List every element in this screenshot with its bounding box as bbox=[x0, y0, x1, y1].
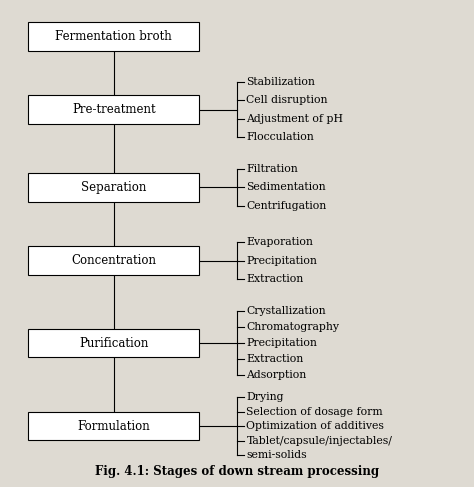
Text: Crystallization: Crystallization bbox=[246, 306, 326, 316]
FancyBboxPatch shape bbox=[28, 22, 199, 51]
FancyBboxPatch shape bbox=[28, 412, 199, 440]
Text: Adjustment of pH: Adjustment of pH bbox=[246, 114, 344, 124]
Text: Fermentation broth: Fermentation broth bbox=[55, 30, 172, 43]
Text: Cell disruption: Cell disruption bbox=[246, 95, 328, 105]
Text: Concentration: Concentration bbox=[71, 254, 156, 267]
Text: Extraction: Extraction bbox=[246, 274, 304, 284]
Text: Precipitation: Precipitation bbox=[246, 338, 318, 348]
Text: Tablet/capsule/injectables/: Tablet/capsule/injectables/ bbox=[246, 436, 392, 446]
Text: Evaporation: Evaporation bbox=[246, 237, 313, 247]
Text: Purification: Purification bbox=[79, 337, 148, 350]
FancyBboxPatch shape bbox=[28, 95, 199, 124]
Text: Adsorption: Adsorption bbox=[246, 371, 307, 380]
Text: Stabilization: Stabilization bbox=[246, 77, 315, 87]
Text: Precipitation: Precipitation bbox=[246, 256, 318, 265]
Text: Formulation: Formulation bbox=[77, 420, 150, 432]
Text: Separation: Separation bbox=[81, 181, 146, 194]
Text: semi-solids: semi-solids bbox=[246, 450, 307, 460]
Text: Centrifugation: Centrifugation bbox=[246, 201, 327, 211]
Text: Filtration: Filtration bbox=[246, 164, 298, 174]
FancyBboxPatch shape bbox=[28, 246, 199, 275]
Text: Pre-treatment: Pre-treatment bbox=[72, 103, 155, 116]
FancyBboxPatch shape bbox=[28, 173, 199, 202]
FancyBboxPatch shape bbox=[28, 329, 199, 357]
Text: Chromatography: Chromatography bbox=[246, 322, 339, 332]
Text: Extraction: Extraction bbox=[246, 355, 304, 364]
Text: Flocculation: Flocculation bbox=[246, 132, 314, 142]
Text: Drying: Drying bbox=[246, 392, 284, 402]
Text: Sedimentation: Sedimentation bbox=[246, 183, 326, 192]
Text: Selection of dosage form: Selection of dosage form bbox=[246, 407, 383, 416]
Text: Fig. 4.1: Stages of down stream processing: Fig. 4.1: Stages of down stream processi… bbox=[95, 465, 379, 478]
Text: Optimization of additives: Optimization of additives bbox=[246, 421, 384, 431]
